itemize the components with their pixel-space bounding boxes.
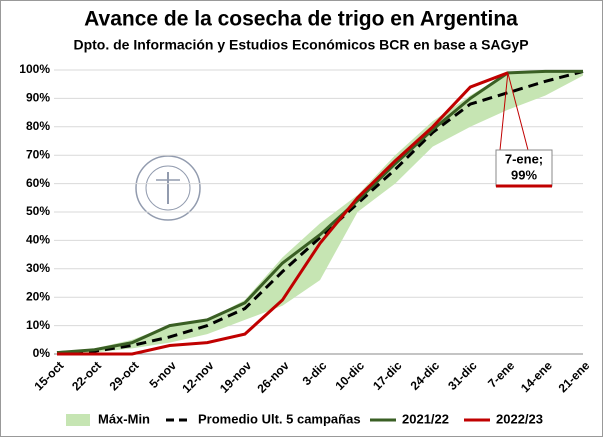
legend-swatch — [66, 414, 90, 426]
y-tick-label: 80% — [26, 119, 50, 133]
y-tick-label: 70% — [26, 147, 50, 161]
y-tick-label: 20% — [26, 289, 50, 303]
y-tick-label: 90% — [26, 91, 50, 105]
band-area — [57, 70, 583, 354]
callout-line — [499, 72, 509, 151]
legend-label: Promedio Ult. 5 campañas — [198, 411, 361, 426]
annotation-text: 99% — [511, 167, 537, 182]
chart-subtitle: Dpto. de Información y Estudios Económic… — [73, 37, 528, 53]
annotation-text: 7-ene; — [505, 151, 543, 166]
y-tick-label: 10% — [26, 318, 50, 332]
y-tick-label: 100% — [19, 62, 50, 76]
legend-label: 2021/22 — [402, 411, 449, 426]
logo — [135, 155, 201, 221]
series-line — [57, 71, 509, 356]
y-tick-label: 0% — [33, 346, 51, 360]
legend-label: Máx-Min — [98, 411, 150, 426]
series-line — [56, 69, 583, 355]
y-tick-label: 30% — [26, 261, 50, 275]
callout-line — [507, 72, 529, 151]
series-line — [56, 69, 584, 355]
callout-box — [495, 149, 553, 187]
legend-label: 2022/23 — [496, 411, 543, 426]
chart-title: Avance de la cosecha de trigo en Argenti… — [84, 8, 518, 31]
y-tick-label: 50% — [26, 204, 50, 218]
y-tick-label: 40% — [26, 233, 50, 247]
y-tick-label: 60% — [26, 176, 50, 190]
